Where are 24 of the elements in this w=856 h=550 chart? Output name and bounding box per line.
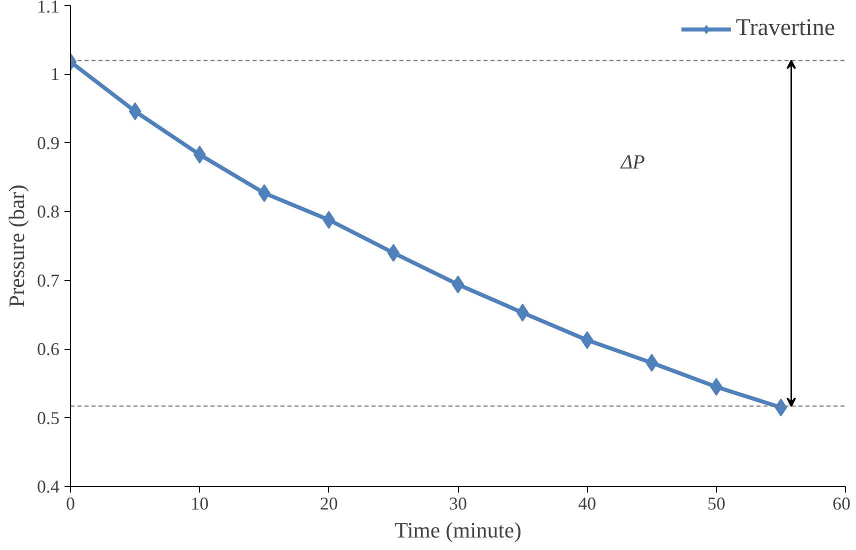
y-tick-label: 0.8 (37, 202, 60, 222)
y-tick-label: 1 (50, 64, 60, 84)
x-tick-label: 50 (707, 494, 726, 514)
y-axis-title: Pressure (bar) (4, 184, 29, 308)
x-tick-label: 0 (66, 494, 75, 514)
point (516, 304, 529, 322)
point (387, 244, 400, 262)
y-tick-label: 0.6 (37, 339, 60, 360)
legend-label: Travertine (736, 15, 835, 42)
point (128, 102, 142, 120)
y-tick-label: 1.1 (37, 0, 60, 16)
x-tick-label: 30 (449, 494, 467, 514)
x-tick-label: 60 (832, 494, 850, 514)
annotation: ΔP (620, 151, 645, 174)
point (452, 275, 464, 294)
y-tick-label: 0.5 (37, 408, 60, 428)
x-tick-label: 10 (190, 494, 209, 514)
y-tick-label: 0.4 (37, 476, 60, 496)
x-tick-label: 40 (578, 494, 596, 514)
x-tick-label: 20 (320, 494, 338, 514)
point (774, 398, 788, 416)
y-tick-label: 0.9 (37, 132, 60, 153)
x-axis-title: Time (minute) (394, 518, 522, 542)
y-tick-label: 0.7 (37, 270, 60, 290)
